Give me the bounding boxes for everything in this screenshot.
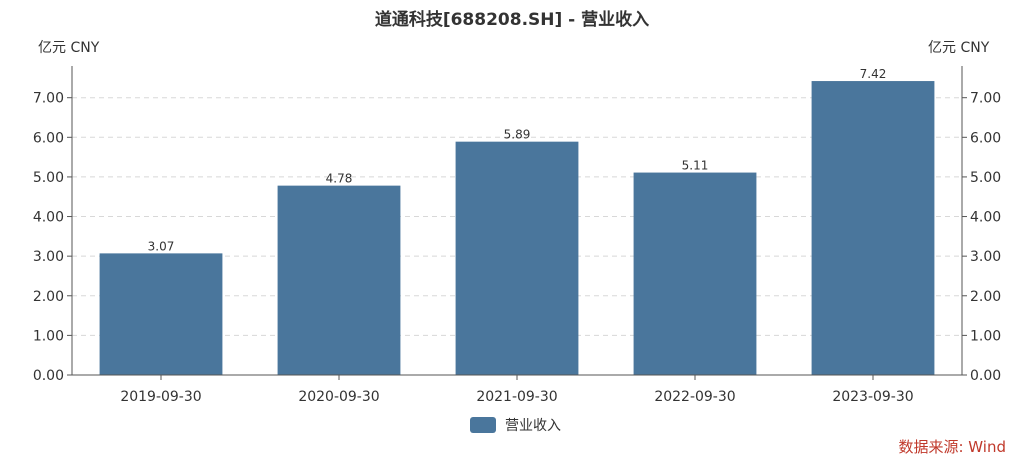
bar-value-label: 4.78: [326, 172, 353, 186]
y-tick-label-right: 1.00: [970, 328, 1001, 344]
y-tick-label-left: 7.00: [33, 91, 64, 107]
x-tick-label: 2020-09-30: [298, 389, 379, 405]
y-tick-label-left: 3.00: [33, 249, 64, 265]
left-unit-label: 亿元 CNY: [38, 40, 100, 56]
bar[interactable]: [633, 172, 757, 375]
y-tick-label-left: 1.00: [33, 328, 64, 344]
data-source: 数据来源: Wind: [898, 438, 1006, 456]
bar-value-label: 7.42: [860, 67, 887, 81]
data-labels: 3.07 4.78 5.89 5.11 7.42: [148, 67, 887, 253]
bars: [99, 81, 935, 376]
x-tick-label: 2021-09-30: [476, 389, 557, 405]
y-tick-label-right: 4.00: [970, 210, 1001, 226]
x-tick-label: 2022-09-30: [654, 389, 735, 405]
x-tick-label: 2023-09-30: [832, 389, 913, 405]
y-tick-label-right: 0.00: [970, 368, 1001, 384]
chart-title: 道通科技[688208.SH] - 营业收入: [375, 9, 649, 30]
y-tick-label-left: 0.00: [33, 368, 64, 384]
bar[interactable]: [811, 81, 935, 376]
bar-value-label: 3.07: [148, 239, 175, 253]
axes: 0.00 0.00 1.00 1.00 2.00 2.00 3.00 3.00 4.00 4.00…: [33, 66, 1001, 405]
bar-value-label: 5.11: [682, 159, 709, 173]
legend[interactable]: 营业收入: [470, 417, 561, 434]
legend-label[interactable]: 营业收入: [505, 418, 561, 434]
legend-swatch[interactable]: [470, 417, 496, 433]
y-tick-label-left: 5.00: [33, 170, 64, 186]
y-tick-label-left: 4.00: [33, 210, 64, 226]
x-tick-label: 2019-09-30: [120, 389, 201, 405]
bar[interactable]: [277, 185, 401, 375]
bar-value-label: 5.89: [504, 128, 531, 142]
y-tick-label-left: 6.00: [33, 130, 64, 146]
y-tick-label-right: 7.00: [970, 91, 1001, 107]
bar[interactable]: [99, 253, 223, 375]
y-tick-label-right: 6.00: [970, 130, 1001, 146]
right-unit-label: 亿元 CNY: [928, 40, 990, 56]
y-tick-label-right: 3.00: [970, 249, 1001, 265]
y-tick-label-left: 2.00: [33, 289, 64, 305]
y-tick-label-right: 2.00: [970, 289, 1001, 305]
y-tick-label-right: 5.00: [970, 170, 1001, 186]
bar[interactable]: [455, 141, 579, 375]
